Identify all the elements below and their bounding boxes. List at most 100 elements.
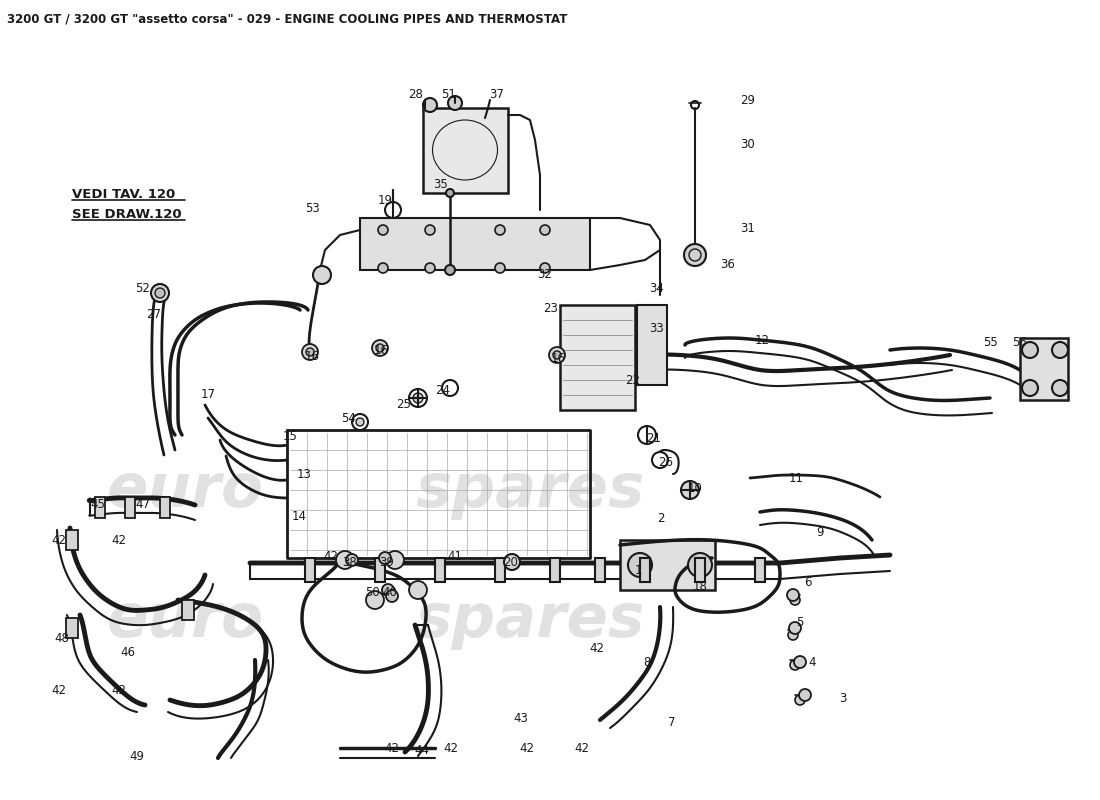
Bar bbox=[695, 558, 705, 582]
Bar bbox=[595, 558, 605, 582]
Text: 14: 14 bbox=[292, 510, 307, 523]
Circle shape bbox=[495, 263, 505, 273]
Circle shape bbox=[382, 584, 394, 596]
Bar bbox=[424, 108, 508, 193]
Circle shape bbox=[151, 284, 169, 302]
Text: SEE DRAW.120: SEE DRAW.120 bbox=[72, 208, 182, 221]
Circle shape bbox=[790, 595, 800, 605]
Text: 42: 42 bbox=[111, 683, 126, 697]
Text: spares: spares bbox=[416, 590, 645, 650]
Text: 33: 33 bbox=[650, 322, 664, 334]
Text: 56: 56 bbox=[1013, 335, 1027, 349]
Text: 45: 45 bbox=[90, 498, 106, 511]
Bar bbox=[66, 530, 78, 550]
Circle shape bbox=[684, 244, 706, 266]
Circle shape bbox=[306, 348, 313, 356]
Circle shape bbox=[786, 589, 799, 601]
Circle shape bbox=[1052, 342, 1068, 358]
Bar bbox=[560, 305, 635, 410]
Text: 32: 32 bbox=[538, 267, 552, 281]
Text: 9: 9 bbox=[816, 526, 824, 538]
Text: 37: 37 bbox=[490, 87, 505, 101]
Text: 35: 35 bbox=[433, 178, 449, 191]
Circle shape bbox=[549, 347, 565, 363]
Text: 47: 47 bbox=[135, 498, 151, 511]
Text: 1: 1 bbox=[635, 563, 641, 577]
Text: 43: 43 bbox=[514, 711, 528, 725]
Text: 22: 22 bbox=[626, 374, 640, 386]
Bar bbox=[360, 218, 590, 270]
Text: 42: 42 bbox=[590, 642, 605, 654]
Text: 21: 21 bbox=[647, 431, 661, 445]
Circle shape bbox=[553, 351, 561, 359]
Bar bbox=[637, 305, 667, 385]
Circle shape bbox=[789, 622, 801, 634]
Bar bbox=[305, 558, 315, 582]
Circle shape bbox=[688, 553, 712, 577]
Text: 42: 42 bbox=[111, 534, 126, 547]
Circle shape bbox=[628, 553, 652, 577]
Circle shape bbox=[446, 189, 454, 197]
Circle shape bbox=[540, 263, 550, 273]
Bar bbox=[640, 558, 650, 582]
Text: 24: 24 bbox=[436, 383, 451, 397]
Circle shape bbox=[788, 630, 798, 640]
Circle shape bbox=[799, 689, 811, 701]
Text: 3200 GT / 3200 GT "assetto corsa" - 029 - ENGINE COOLING PIPES AND THERMOSTAT: 3200 GT / 3200 GT "assetto corsa" - 029 … bbox=[7, 12, 568, 25]
Bar bbox=[66, 618, 78, 638]
Text: VEDI TAV. 120: VEDI TAV. 120 bbox=[72, 188, 175, 201]
Bar bbox=[182, 600, 194, 620]
Text: 12: 12 bbox=[755, 334, 770, 346]
Text: 17: 17 bbox=[200, 389, 216, 402]
Bar bbox=[755, 558, 764, 582]
Text: 28: 28 bbox=[408, 87, 424, 101]
Circle shape bbox=[425, 263, 435, 273]
Circle shape bbox=[446, 265, 455, 275]
Text: 8: 8 bbox=[644, 655, 651, 669]
Circle shape bbox=[425, 225, 435, 235]
Circle shape bbox=[155, 288, 165, 298]
Circle shape bbox=[386, 590, 398, 602]
Circle shape bbox=[412, 393, 424, 403]
Text: 46: 46 bbox=[121, 646, 135, 658]
Text: 15: 15 bbox=[283, 430, 297, 442]
Text: 26: 26 bbox=[659, 455, 673, 469]
Circle shape bbox=[372, 340, 388, 356]
Text: 29: 29 bbox=[740, 94, 756, 106]
Text: 44: 44 bbox=[415, 745, 429, 758]
Text: 41: 41 bbox=[448, 550, 462, 563]
Text: 39: 39 bbox=[379, 555, 395, 569]
Circle shape bbox=[495, 225, 505, 235]
Text: euro: euro bbox=[107, 461, 264, 519]
Circle shape bbox=[1052, 380, 1068, 396]
Text: 10: 10 bbox=[688, 482, 703, 494]
Text: 42: 42 bbox=[519, 742, 535, 754]
Text: 13: 13 bbox=[297, 467, 311, 481]
Text: spares: spares bbox=[416, 461, 645, 519]
Text: 16: 16 bbox=[550, 351, 565, 365]
Text: 7: 7 bbox=[669, 715, 675, 729]
Circle shape bbox=[1022, 342, 1038, 358]
Circle shape bbox=[794, 656, 806, 668]
Text: 18: 18 bbox=[693, 581, 707, 594]
Text: 42: 42 bbox=[385, 742, 399, 754]
Text: 40: 40 bbox=[383, 586, 397, 599]
Bar bbox=[550, 558, 560, 582]
Text: 42: 42 bbox=[323, 550, 339, 563]
Circle shape bbox=[314, 266, 331, 284]
Text: 27: 27 bbox=[146, 309, 162, 322]
Bar bbox=[95, 497, 104, 518]
Circle shape bbox=[409, 581, 427, 599]
Text: 42: 42 bbox=[443, 742, 459, 754]
Circle shape bbox=[790, 660, 800, 670]
Circle shape bbox=[378, 263, 388, 273]
Text: 51: 51 bbox=[441, 87, 456, 101]
Text: 42: 42 bbox=[574, 742, 590, 754]
Bar bbox=[495, 558, 505, 582]
Text: 3: 3 bbox=[839, 691, 847, 705]
Bar bbox=[125, 497, 135, 518]
Text: 42: 42 bbox=[52, 534, 66, 547]
Text: 36: 36 bbox=[720, 258, 736, 271]
Circle shape bbox=[346, 554, 358, 566]
Text: 4: 4 bbox=[808, 655, 816, 669]
